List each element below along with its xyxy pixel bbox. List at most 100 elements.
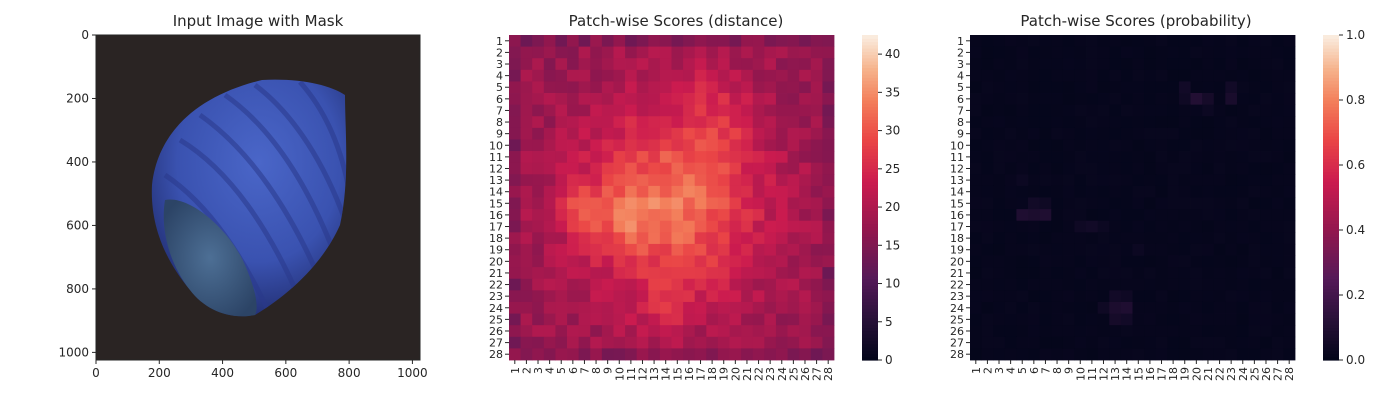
y-tick-label: 8 [496, 116, 503, 129]
colorbar-segment [862, 197, 878, 202]
heatmap-cell [636, 185, 649, 198]
heatmap-cell [1109, 313, 1122, 326]
heatmap-cell [509, 185, 522, 198]
heatmap-cell [1202, 46, 1215, 59]
heatmap-cell [694, 185, 707, 198]
heatmap-cell [1167, 232, 1180, 245]
heatmap-cell [993, 127, 1006, 140]
heatmap-cell [694, 313, 707, 326]
heatmap-cell [1062, 151, 1075, 164]
colorbar-segment [1323, 350, 1339, 355]
heatmap-cell [717, 255, 730, 268]
heatmap-cell [694, 46, 707, 59]
heatmap-cell [1167, 127, 1180, 140]
heatmap-cell [590, 313, 603, 326]
heatmap-cell [1202, 290, 1215, 303]
heatmap-cell [1167, 267, 1180, 280]
heatmap-cell [1120, 313, 1133, 326]
heatmap-cell [532, 46, 545, 59]
heatmap-cell [1120, 220, 1133, 233]
heatmap-cell [683, 313, 696, 326]
heatmap-cell [775, 220, 788, 233]
heatmap-cell [532, 209, 545, 222]
colorbar-segment [862, 61, 878, 65]
heatmap-cell [1155, 301, 1168, 314]
heatmap-cell [764, 46, 777, 59]
heatmap-cell [970, 209, 983, 222]
heatmap-cell [1178, 336, 1191, 349]
heatmap-cell [1283, 162, 1296, 175]
heatmap-cell [741, 93, 754, 106]
colorbar-segment [1323, 35, 1339, 39]
heatmap-cell [706, 35, 719, 48]
y-tick-label: 12 [489, 162, 503, 175]
colorbar-segment [1323, 61, 1339, 65]
x-tick-label: 26 [1260, 367, 1273, 381]
heatmap-cell [729, 232, 742, 245]
heatmap-cell [1062, 104, 1075, 117]
heatmap-cell [636, 93, 649, 106]
colorbar-segment [862, 51, 878, 56]
heatmap-cell [799, 290, 812, 303]
colorbar-segment [862, 204, 878, 208]
heatmap-cell [613, 267, 626, 280]
heatmap-cell [1167, 185, 1180, 198]
colorbar-segment [862, 155, 878, 160]
colorbar-segment [862, 113, 878, 117]
x-tick-label: 14 [1121, 367, 1134, 381]
heatmap-cell [1039, 197, 1052, 210]
x-tick-label: 2 [520, 367, 533, 374]
heatmap-cell [555, 290, 568, 303]
heatmap-cell [1202, 185, 1215, 198]
colorbar-segment [1323, 100, 1339, 104]
heatmap-cell [1236, 255, 1249, 268]
heatmap-cell [648, 290, 661, 303]
colorbar-segment [1323, 324, 1339, 329]
heatmap-cell [590, 139, 603, 152]
heatmap-cell [1097, 185, 1110, 198]
heatmap-cell [729, 243, 742, 256]
heatmap-cell [1074, 301, 1087, 314]
heatmap-cell [764, 162, 777, 175]
heatmap-cell [1028, 209, 1041, 222]
heatmap-cell [1190, 104, 1203, 117]
heatmap-cell [787, 301, 800, 314]
heatmap-cell [1225, 58, 1238, 71]
heatmap-cell [775, 104, 788, 117]
heatmap-cell [1178, 116, 1191, 129]
heatmap-cell [752, 58, 765, 71]
heatmap-cell [1202, 278, 1215, 291]
colorbar-segment [1323, 262, 1339, 267]
heatmap-cell [1202, 35, 1215, 48]
heatmap-cell [1236, 69, 1249, 82]
heatmap-cell [1051, 336, 1064, 349]
heatmap-cell [520, 174, 533, 187]
colorbar-segment [1323, 77, 1339, 82]
heatmap-cell [729, 46, 742, 59]
heatmap-cell [1202, 209, 1215, 222]
colorbar-segment [1323, 135, 1339, 140]
x-tick-label: 15 [1132, 367, 1145, 381]
colorbar-segment [1323, 194, 1339, 199]
y-tick-label: 13 [950, 174, 964, 187]
heatmap-cell [993, 58, 1006, 71]
heatmap-cell [1190, 69, 1203, 82]
colorbar-segment [862, 96, 878, 101]
x-tick-label: 600 [274, 366, 297, 380]
heatmap-cell [822, 35, 835, 48]
heatmap-cell [764, 220, 777, 233]
heatmap-cell [706, 290, 719, 303]
heatmap-cell [1144, 232, 1157, 245]
heatmap-cell [1225, 313, 1238, 326]
heatmap-cell [648, 174, 661, 187]
heatmap-cell [810, 81, 823, 94]
heatmap-cell [810, 58, 823, 71]
heatmap-cell [578, 290, 591, 303]
heatmap-cell [683, 35, 696, 48]
heatmap-cell [567, 58, 580, 71]
heatmap-cell [1202, 139, 1215, 152]
heatmap-cell [601, 174, 614, 187]
heatmap-cell [1109, 174, 1122, 187]
heatmap-cell [578, 336, 591, 349]
heatmap-cell [671, 325, 684, 338]
